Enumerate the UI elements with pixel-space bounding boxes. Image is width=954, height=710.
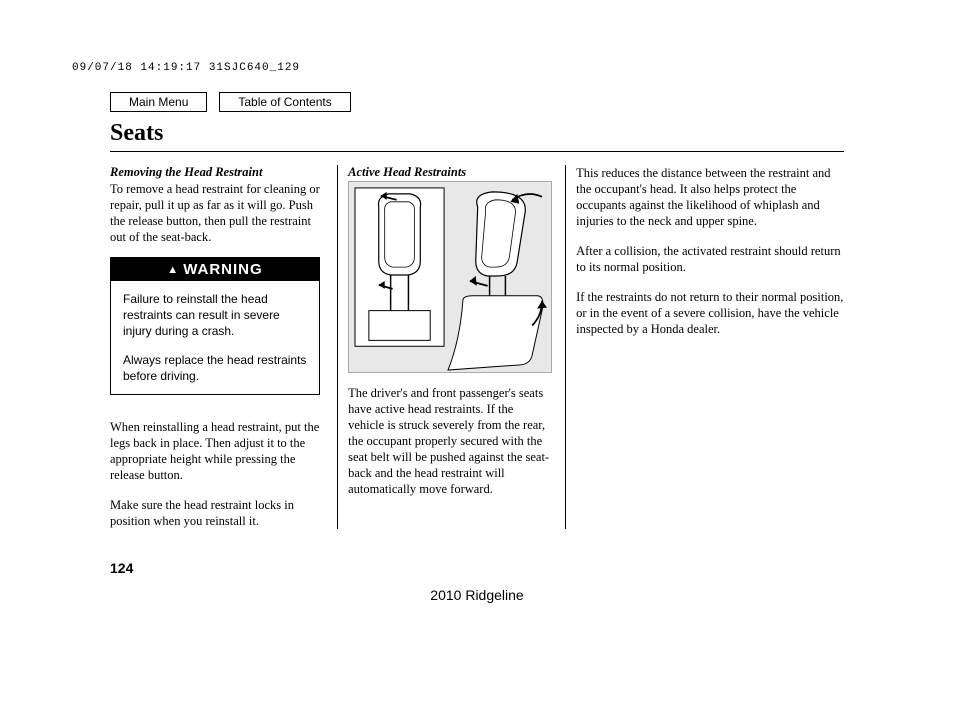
col3-p2: After a collision, the activated restrai…: [576, 243, 844, 275]
warning-header: WARNING: [111, 258, 319, 281]
col1-subhead: Removing the Head Restraint: [110, 165, 323, 180]
nav-buttons: Main Menu Table of Contents: [110, 92, 351, 112]
col1-p1: To remove a head restraint for cleaning …: [110, 181, 323, 245]
column-2: Active Head Restraints: [337, 165, 565, 529]
col3-p1: This reduces the distance between the re…: [576, 165, 844, 229]
header-timestamp: 09/07/18 14:19:17 31SJC640_129: [72, 62, 300, 74]
col2-p1: The driver's and front passenger's seats…: [348, 385, 551, 497]
content-columns: Removing the Head Restraint To remove a …: [110, 165, 844, 529]
warning-p2: Always replace the head restraints befor…: [123, 352, 307, 384]
warning-p1: Failure to reinstall the head restraints…: [123, 291, 307, 340]
col3-p3: If the restraints do not return to their…: [576, 289, 844, 337]
model-year: 2010 Ridgeline: [0, 587, 954, 603]
toc-button[interactable]: Table of Contents: [219, 92, 350, 112]
col2-subhead: Active Head Restraints: [348, 165, 551, 180]
warning-box: WARNING Failure to reinstall the head re…: [110, 257, 320, 395]
page-title: Seats: [110, 120, 844, 152]
column-1: Removing the Head Restraint To remove a …: [110, 165, 337, 529]
col1-p2: When reinstalling a head restraint, put …: [110, 419, 323, 483]
page-number: 124: [110, 560, 133, 576]
main-menu-button[interactable]: Main Menu: [110, 92, 207, 112]
warning-body: Failure to reinstall the head restraints…: [111, 281, 319, 394]
headrest-illustration: [348, 181, 552, 373]
col1-p3: Make sure the head restraint locks in po…: [110, 497, 323, 529]
column-3: This reduces the distance between the re…: [565, 165, 844, 529]
